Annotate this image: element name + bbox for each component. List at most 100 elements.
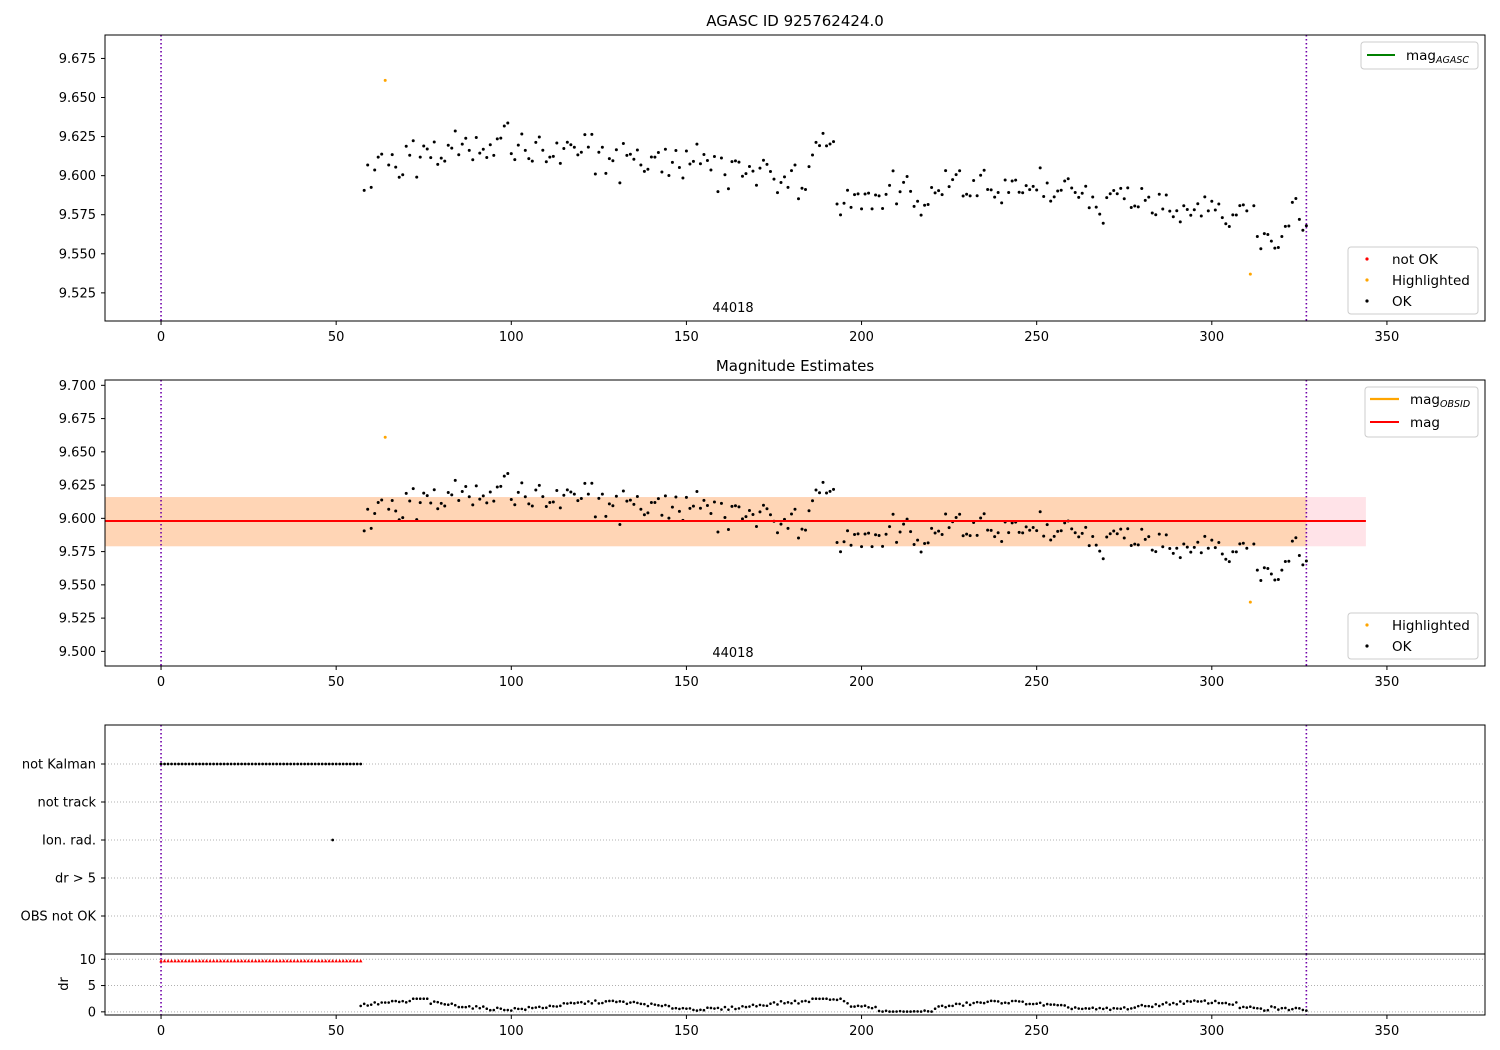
dr-point [870,1006,874,1010]
dr-point [1161,1002,1165,1006]
dr-point [1157,1004,1161,1008]
dr-clipped-point [302,959,307,963]
dr-point [408,999,412,1003]
dr-point [369,1003,373,1006]
ok-point [940,193,944,197]
dr-point [373,1001,376,1004]
highlighted-point [1248,600,1252,604]
ok-point [1077,535,1081,539]
dr-point [587,1000,590,1003]
dr-point [898,1009,902,1013]
ok-point [737,505,741,509]
dr-point [1045,1002,1049,1006]
ok-point [376,155,380,159]
ok-point [702,498,706,502]
ok-point [698,162,702,166]
dr-point [608,999,611,1003]
dr-point [1031,1002,1035,1006]
dr-clipped-point [243,959,247,963]
ok-point [888,525,892,529]
ok-point [656,497,660,501]
ok-point [1021,191,1025,195]
dr-point [772,1001,776,1004]
dr-clipped-point [222,959,226,963]
legend-ok-label: OK [1392,639,1413,655]
ok-point [1143,198,1147,202]
ok-point [951,178,955,182]
y-tick-label: 9.650 [59,91,96,106]
dr-point [1035,1002,1038,1006]
dr-point [660,1004,664,1008]
ok-point [1178,220,1182,224]
ok-point [1175,209,1179,213]
dr-point [1199,1000,1203,1003]
ok-point [818,491,822,495]
ok-point [401,173,405,177]
ok-point [1031,525,1035,529]
agasc-panel: AGASC ID 925762424.0 0 50 100 150 200 250 300 3… [59,12,1486,345]
ok-point [499,136,503,140]
ok-point [1049,538,1053,542]
ok-point [1206,209,1210,213]
ok-point [923,541,927,545]
ok-point [1301,228,1305,232]
ok-point [1059,188,1063,192]
ok-point [1045,181,1049,185]
dr-point [636,1001,639,1005]
dr-point [618,1000,622,1003]
ok-point [772,177,776,181]
ok-point [1122,536,1126,540]
ok-point [450,146,454,150]
ok-point [1098,549,1102,553]
dr-point [895,1010,898,1013]
flag-point [264,762,268,766]
flag-point [310,762,314,766]
ok-point [401,516,405,520]
flag-point [177,762,180,766]
ok-point [1224,222,1228,226]
ok-point [751,169,755,173]
dr-point [863,1004,867,1008]
dr-point [1256,1006,1259,1010]
legend-not-ok-label: not OK [1392,252,1439,268]
ok-point [621,142,625,146]
ok-point [488,490,492,494]
ok-point [923,203,927,207]
ok-point [758,510,762,514]
ok-point [425,494,429,498]
dr-point [657,1004,660,1007]
dr-clipped-point [316,959,321,963]
ok-point [425,147,429,151]
dr-point [583,1002,587,1006]
ok-point [740,517,744,521]
ok-point [1269,239,1273,243]
svg-text:magAGASC: magAGASC [1406,48,1469,66]
ok-point [1101,221,1105,225]
ok-point [1150,548,1154,552]
flag-point [243,762,247,766]
dr-point [1182,1002,1186,1006]
ok-point [649,500,653,504]
dr-point [1252,1006,1256,1010]
ok-point [705,159,709,163]
ok-point [891,169,895,173]
ok-point [628,498,632,502]
y-tick-label: 5 [88,979,96,994]
ok-point [919,213,923,217]
ok-point [1301,563,1305,567]
ok-point [726,527,730,531]
ok-point [558,161,562,165]
ok-point [478,151,482,155]
dr-point [741,1004,744,1008]
dr-point [541,1006,545,1010]
ok-point [849,543,853,547]
ok-point [832,487,836,491]
dr-point [492,1008,496,1012]
ok-point [418,155,422,159]
dr-point [849,1005,853,1008]
ok-point [1213,546,1217,550]
flag-point [338,762,342,766]
dr-point [1178,1000,1182,1003]
ok-point [1178,556,1182,560]
ok-point [821,480,825,484]
